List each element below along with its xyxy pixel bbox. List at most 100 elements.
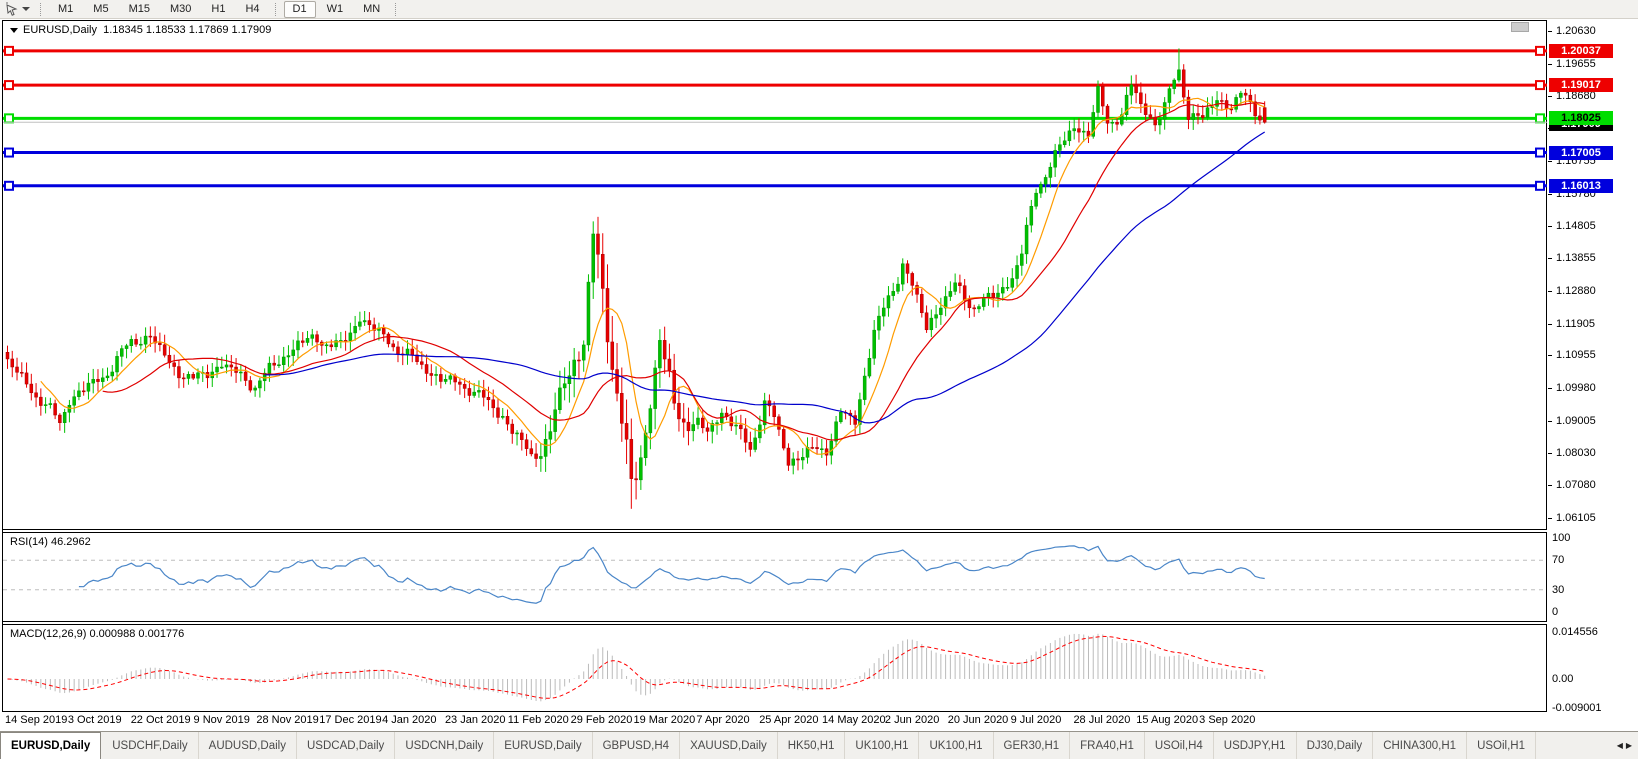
candle-body [472,391,476,396]
chart-tab-eurusd-daily[interactable]: EURUSD,Daily [494,732,593,759]
date-label: 17 Dec 2019 [319,714,382,726]
chart-tab-usoil-h1[interactable]: USOil,H1 [1467,732,1536,759]
hline-marker[interactable] [4,113,14,124]
candle-body [510,423,515,434]
timeframe-button-m1[interactable]: M1 [58,2,74,15]
hline-marker[interactable] [4,180,14,191]
chart-tab-uk100-h1[interactable]: UK100,H1 [845,732,920,759]
candle-body [424,364,429,374]
candle-body [558,387,562,410]
candle-body [62,412,67,423]
candle-body [1191,113,1195,120]
toolbar-separator [40,2,43,16]
hline-marker[interactable] [1535,180,1545,191]
timeframe-button-d1[interactable]: D1 [283,0,316,18]
candle-body [186,374,191,379]
hline-price-label[interactable]: 1.19017 [1549,78,1613,93]
candle-body [458,381,462,385]
candle-body [920,294,924,314]
chart-tab-hk50-h1[interactable]: HK50,H1 [778,732,846,759]
candle-body [362,320,367,323]
candle-body [1248,94,1253,103]
candle-body [491,399,495,409]
hline-price-label[interactable]: 1.20037 [1549,43,1613,58]
chart-tab-usdchf-daily[interactable]: USDCHF,Daily [102,732,199,759]
candle-body [810,447,815,449]
chart-tab-fra40-h1[interactable]: FRA40,H1 [1070,732,1145,759]
candle-body [29,383,34,394]
chart-tab-audusd-daily[interactable]: AUDUSD,Daily [199,732,297,759]
candle-body [386,333,391,345]
macd-pane[interactable] [3,625,1547,711]
candle-body [781,429,786,449]
chart-tab-usoil-h4[interactable]: USOil,H4 [1145,732,1214,759]
rsi-pane[interactable] [3,533,1547,621]
timeframe-button-m15[interactable]: M15 [128,2,150,15]
hline-marker[interactable] [1535,113,1545,124]
timeframe-button-m5[interactable]: M5 [93,2,109,15]
timeframe-button-m30[interactable]: M30 [169,2,192,15]
timeframe-button-w1[interactable]: W1 [326,2,344,15]
hline-price-label[interactable]: 1.16013 [1549,178,1613,193]
price-tick-label: 1.10955 [1556,349,1596,362]
chart-tab-ger30-h1[interactable]: GER30,H1 [994,732,1071,759]
chart-tab-usdcnh-daily[interactable]: USDCNH,Daily [395,732,495,759]
timeframe-button-mn[interactable]: MN [363,2,381,15]
pane-separator[interactable] [3,621,1547,625]
price-tick-label: 1.18680 [1556,90,1596,103]
candle-body [486,397,491,401]
candle-body [196,372,200,379]
candle-body [100,377,105,382]
candle-body [877,315,881,331]
candle-body [39,396,43,406]
chart-tab-usdcad-daily[interactable]: USDCAD,Daily [297,732,396,759]
chart-tab-dj30-daily[interactable]: DJ30,Daily [1297,732,1374,759]
tab-scroll-right-icon[interactable]: ▶ [1625,741,1632,750]
chart-tab-usdjpy-h1[interactable]: USDJPY,H1 [1214,732,1297,759]
hline-marker[interactable] [4,45,14,56]
candle-body [1258,115,1262,121]
date-label: 3 Sep 2020 [1199,714,1256,726]
chart-tab-uk100-h1[interactable]: UK100,H1 [919,732,994,759]
rsi-tick-label: 30 [1552,583,1565,596]
price-tick-label: 1.19655 [1556,57,1596,70]
chart-title-caret-icon[interactable] [10,28,18,33]
price-tick-mark [1548,518,1552,520]
timeframe-button-h4[interactable]: H4 [245,2,260,15]
candle-body [905,263,910,274]
candle-body [886,295,891,309]
pane-separator[interactable] [3,529,1547,533]
hline-price-label[interactable]: 1.17005 [1549,145,1613,160]
chart-tab-china300-h1[interactable]: CHINA300,H1 [1373,732,1468,759]
hline-marker[interactable] [1535,80,1545,91]
candle-body [934,314,938,319]
candle-body [1058,144,1062,151]
hline-marker[interactable] [4,147,14,158]
cursor-tool-dropdown-icon[interactable] [22,7,30,11]
hline-marker[interactable] [4,80,14,91]
date-label: 20 Jun 2020 [947,714,1009,726]
cursor-tool-icon[interactable] [3,1,21,17]
timeframe-button-h1[interactable]: H1 [211,2,226,15]
chart-tab-gbpusd-h4[interactable]: GBPUSD,H4 [593,732,681,759]
chart-tab-eurusd-daily[interactable]: EURUSD,Daily [0,732,102,759]
date-label: 11 Feb 2020 [507,714,569,726]
chart-tab-xauusd-daily[interactable]: XAUUSD,Daily [680,732,778,759]
tab-scroll-left-icon[interactable]: ◀ [1616,741,1623,750]
candle-body [48,403,53,405]
price-chart-pane[interactable] [3,21,1547,529]
candle-body [777,416,781,430]
candle-body [86,382,91,392]
hline-price-label[interactable]: 1.18025 [1549,111,1613,126]
moving-average-8 [40,97,1265,455]
chart-scrollbar[interactable] [1511,22,1529,32]
hline-marker[interactable] [1535,45,1545,56]
candle-body [1029,205,1034,226]
candle-body [243,371,248,381]
date-label: 28 Jul 2020 [1073,714,1131,726]
candle-body [681,418,686,423]
candle-body [1024,224,1029,255]
candle-body [639,457,643,481]
hline-marker[interactable] [1535,147,1545,158]
candle-body [1243,92,1248,96]
